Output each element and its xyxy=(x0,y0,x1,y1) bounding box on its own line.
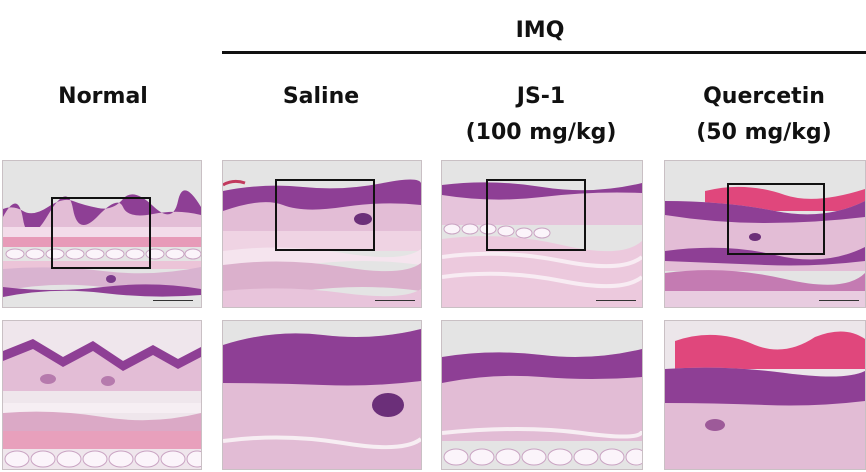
column-label-quercetin-dose: (50 mg/kg) xyxy=(664,116,864,150)
roi-box-js1 xyxy=(486,179,586,251)
micrograph-js1-high-mag xyxy=(441,320,643,470)
scale-bar xyxy=(153,300,193,301)
roi-box-saline xyxy=(275,179,375,251)
column-label-js1-dose: (100 mg/kg) xyxy=(441,116,641,150)
micrograph-normal-low-mag xyxy=(2,160,202,308)
micrograph-quercetin-high-mag xyxy=(664,320,866,470)
column-label-js1: JS-1 xyxy=(441,80,641,114)
micrograph-normal-high-mag xyxy=(2,320,202,470)
micrograph-quercetin-low-mag xyxy=(664,160,866,308)
imq-group-label: IMQ xyxy=(470,14,610,48)
roi-box-normal xyxy=(51,197,151,269)
roi-box-quercetin xyxy=(727,183,825,255)
column-label-quercetin: Quercetin xyxy=(664,80,864,114)
micrograph-saline-low-mag xyxy=(222,160,422,308)
column-label-saline: Saline xyxy=(222,80,420,114)
micrograph-saline-high-mag xyxy=(222,320,422,470)
scale-bar xyxy=(375,300,415,301)
micrograph-js1-low-mag xyxy=(441,160,643,308)
scale-bar xyxy=(819,300,859,301)
scale-bar xyxy=(596,300,636,301)
column-label-normal: Normal xyxy=(5,80,201,114)
imq-group-line xyxy=(222,51,866,54)
